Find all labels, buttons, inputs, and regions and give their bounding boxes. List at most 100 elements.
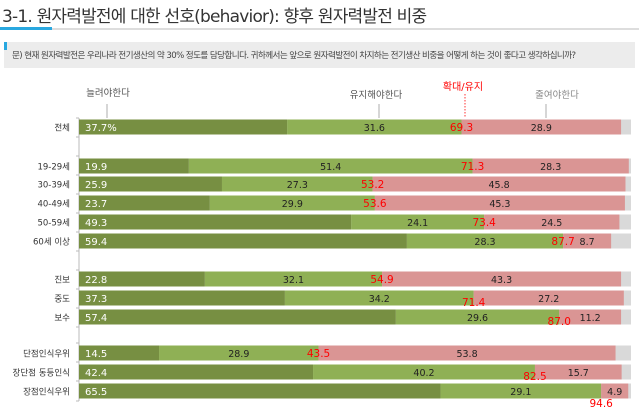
label-increase: 37.3 (85, 294, 107, 305)
legend-maintain: 유지해야한다 (350, 89, 403, 101)
label-decrease: 45.3 (489, 199, 510, 210)
bar-decrease (559, 309, 622, 325)
category-label: 중도 (54, 295, 70, 305)
label-total: 87.0 (548, 316, 571, 328)
category-label: 60세 이상 (33, 237, 70, 248)
label-total: 53.6 (363, 198, 387, 210)
bar-decrease (461, 119, 622, 135)
bar-increase (79, 119, 288, 135)
label-total: 69.3 (450, 122, 473, 134)
label-increase: 19.9 (85, 162, 107, 173)
label-decrease: 28.3 (540, 162, 561, 173)
bar-decrease (372, 176, 626, 192)
label-increase: 49.3 (85, 218, 107, 229)
bar-decrease (534, 364, 622, 380)
label-decrease: 45.8 (488, 180, 509, 191)
bar-maintain (284, 290, 474, 306)
label-maintain: 29.9 (282, 199, 303, 210)
label-increase: 22.8 (85, 275, 107, 286)
bar-maintain (406, 233, 564, 249)
label-maintain: 28.3 (474, 237, 495, 248)
bar-decrease (382, 271, 622, 287)
bar-increase (79, 195, 210, 211)
bar-maintain (313, 364, 535, 380)
bar-decrease (563, 233, 612, 249)
bar-maintain (395, 309, 560, 325)
label-total: 71.3 (461, 161, 484, 173)
label-maintain: 31.6 (364, 123, 385, 134)
label-decrease: 8.7 (580, 237, 595, 248)
label-increase: 57.4 (85, 313, 107, 324)
bar-decrease (318, 345, 616, 361)
bar-maintain (221, 176, 373, 192)
label-decrease: 27.2 (538, 294, 559, 305)
category-label: 19-29세 (37, 163, 70, 173)
label-increase: 25.9 (85, 180, 107, 191)
bar-decrease (473, 290, 624, 306)
category-label: 진보 (54, 275, 70, 286)
bar-increase (79, 345, 160, 361)
bar-increase (79, 158, 189, 174)
label-increase: 14.5 (85, 349, 107, 360)
label-maintain: 34.2 (369, 294, 390, 305)
legend-increase: 늘려야한다 (86, 87, 130, 99)
label-decrease: 43.3 (491, 275, 512, 286)
bar-maintain (188, 158, 473, 174)
bar-maintain (209, 195, 375, 211)
label-maintain: 51.4 (320, 162, 341, 173)
bar-maintain (351, 214, 485, 230)
category-label: 40-49세 (37, 200, 70, 210)
label-total: 87.7 (551, 236, 574, 248)
bar-increase (79, 383, 441, 399)
category-label: 단점인식우위 (23, 349, 70, 360)
label-increase: 23.7 (85, 199, 107, 210)
label-maintain: 29.6 (467, 313, 488, 324)
question-box (4, 42, 635, 68)
category-label: 전체 (54, 123, 70, 134)
label-total: 73.4 (472, 217, 496, 229)
bar-increase (79, 364, 314, 380)
category-label: 50-59세 (37, 219, 70, 229)
label-total: 71.4 (462, 297, 486, 309)
bar-maintain (159, 345, 319, 361)
label-decrease: 24.5 (541, 218, 562, 229)
bar-decrease (601, 383, 629, 399)
label-total: 82.5 (523, 371, 546, 383)
label-total: 43.5 (307, 348, 330, 360)
bar-maintain (440, 383, 602, 399)
category-label: 보수 (54, 314, 70, 324)
title-underline-accent (0, 27, 52, 30)
bar-increase (79, 309, 396, 325)
category-label: 30-39세 (37, 181, 70, 191)
label-maintain: 32.1 (283, 275, 304, 286)
label-increase: 37.7% (85, 123, 117, 134)
bar-decrease (484, 214, 620, 230)
label-decrease: 4.9 (607, 387, 622, 398)
label-total: 54.9 (370, 274, 393, 286)
bar-maintain (287, 119, 462, 135)
label-decrease: 53.8 (456, 349, 477, 360)
bar-increase (79, 233, 407, 249)
bar-maintain (204, 271, 383, 287)
legend-decrease: 줄여야한다 (535, 89, 579, 101)
bar-increase (79, 176, 222, 192)
label-maintain: 27.3 (287, 180, 308, 191)
category-label: 장점인식우위 (23, 387, 70, 398)
label-total: 53.2 (361, 179, 384, 191)
page-title: 3-1. 원자력발전에 대한 선호(behavior): 향후 원자력발전 비중 (2, 7, 427, 27)
label-decrease: 15.7 (568, 368, 589, 379)
label-maintain: 29.1 (510, 387, 531, 398)
label-increase: 65.5 (85, 387, 107, 398)
question-marker (4, 42, 7, 50)
label-decrease: 11.2 (580, 313, 601, 324)
bar-increase (79, 214, 352, 230)
label-increase: 59.4 (85, 237, 107, 248)
bar-increase (79, 290, 285, 306)
label-decrease: 28.9 (531, 123, 552, 134)
label-maintain: 24.1 (407, 218, 428, 229)
label-increase: 42.4 (85, 368, 107, 379)
label-maintain: 28.9 (228, 349, 249, 360)
label-maintain: 40.2 (413, 368, 434, 379)
